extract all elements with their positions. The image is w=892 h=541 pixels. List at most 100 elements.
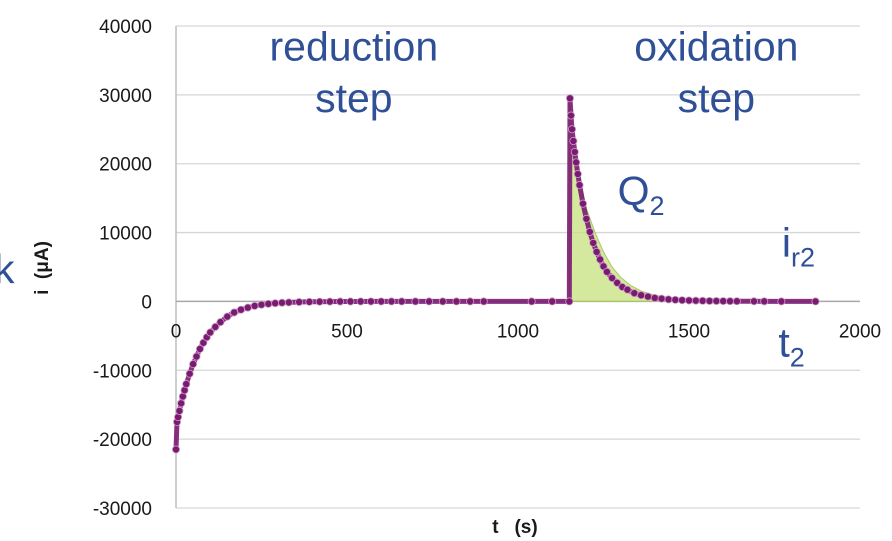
y-tick-label: -30000: [93, 499, 152, 520]
data-series: [171, 94, 820, 454]
data-point: [366, 297, 375, 306]
grid: [176, 25, 860, 509]
data-point: [569, 136, 578, 145]
left-fragment: k: [0, 246, 15, 292]
data-point: [582, 214, 591, 223]
data-point: [182, 380, 191, 389]
data-point: [189, 360, 198, 369]
data-point: [678, 296, 687, 305]
data-point: [466, 297, 475, 306]
y-tick-label: 40000: [99, 17, 152, 38]
axes: [175, 26, 860, 508]
data-point: [732, 297, 741, 306]
data-point: [195, 344, 204, 353]
data-point: [664, 295, 673, 304]
data-point: [230, 308, 239, 317]
data-point: [698, 296, 707, 305]
data-point: [777, 297, 786, 306]
data-point: [177, 399, 186, 408]
data-point: [175, 406, 184, 415]
data-point: [397, 297, 406, 306]
data-point: [749, 297, 758, 306]
data-point: [573, 170, 582, 179]
data-point: [760, 297, 769, 306]
annotation: reduction: [270, 23, 439, 69]
x-tick-label: 2000: [839, 321, 881, 342]
annotation: t2: [778, 320, 804, 373]
annotation: step: [678, 75, 756, 121]
data-point: [719, 297, 728, 306]
data-point: [613, 278, 622, 287]
data-point: [650, 293, 659, 302]
data-point: [712, 297, 721, 306]
data-point: [570, 148, 579, 157]
data-point: [623, 285, 632, 294]
data-point: [171, 445, 180, 454]
series-line: [173, 95, 816, 450]
data-point: [578, 199, 587, 208]
data-point: [643, 292, 652, 301]
data-point: [567, 111, 576, 120]
data-point: [411, 297, 420, 306]
data-point: [479, 297, 488, 306]
data-point: [565, 94, 574, 103]
data-point: [637, 291, 646, 300]
y-axis-title: i (μA): [32, 241, 53, 295]
data-point: [671, 295, 680, 304]
annotation: oxidation: [634, 23, 798, 69]
data-point: [278, 298, 287, 307]
data-point: [548, 297, 557, 306]
data-point: [377, 297, 386, 306]
data-point: [691, 296, 700, 305]
data-point: [602, 267, 611, 276]
data-point: [257, 300, 266, 309]
y-tick-label: 30000: [99, 86, 152, 107]
data-point: [585, 227, 594, 236]
tick-labels: 40000 30000 20000 10000 0 -10000 -20000 -30000 0…: [93, 17, 881, 520]
y-tick-label: 20000: [99, 155, 152, 176]
x-tick-label: 1000: [497, 321, 539, 342]
data-point: [608, 274, 617, 283]
data-point: [356, 297, 365, 306]
data-point: [305, 297, 314, 306]
data-point: [315, 297, 324, 306]
data-point: [243, 303, 252, 312]
data-point: [527, 297, 536, 306]
data-point: [452, 297, 461, 306]
data-point: [592, 247, 601, 256]
data-point: [346, 297, 355, 306]
x-tick-label: 1500: [668, 321, 710, 342]
data-point: [565, 297, 574, 306]
data-point: [336, 297, 345, 306]
annotation: ir2: [782, 220, 815, 273]
y-tick-label: 0: [141, 292, 152, 313]
x-tick-label: 500: [331, 321, 363, 342]
data-point: [572, 158, 581, 167]
data-point: [589, 238, 598, 247]
data-point: [811, 297, 820, 306]
data-point: [568, 125, 577, 134]
data-point: [630, 289, 639, 298]
data-point: [192, 352, 201, 361]
data-point: [284, 298, 293, 307]
data-point: [596, 255, 605, 264]
data-point: [271, 299, 280, 308]
x-tick-label: 0: [171, 321, 182, 342]
y-tick-label: -20000: [93, 430, 152, 451]
annotation: step: [315, 75, 393, 121]
annotations: reduction step oxidation step Q2 ir2 t2: [270, 23, 815, 372]
data-point: [387, 297, 396, 306]
data-point: [726, 297, 735, 306]
data-point: [705, 296, 714, 305]
data-point: [206, 328, 215, 337]
data-point: [223, 312, 232, 321]
data-point: [325, 297, 334, 306]
annotation: Q2: [618, 168, 665, 221]
x-axis-title: t (s): [492, 517, 537, 538]
data-point: [575, 181, 584, 190]
data-point: [425, 297, 434, 306]
data-point: [211, 322, 220, 331]
data-point: [295, 298, 304, 307]
data-point: [185, 369, 194, 378]
